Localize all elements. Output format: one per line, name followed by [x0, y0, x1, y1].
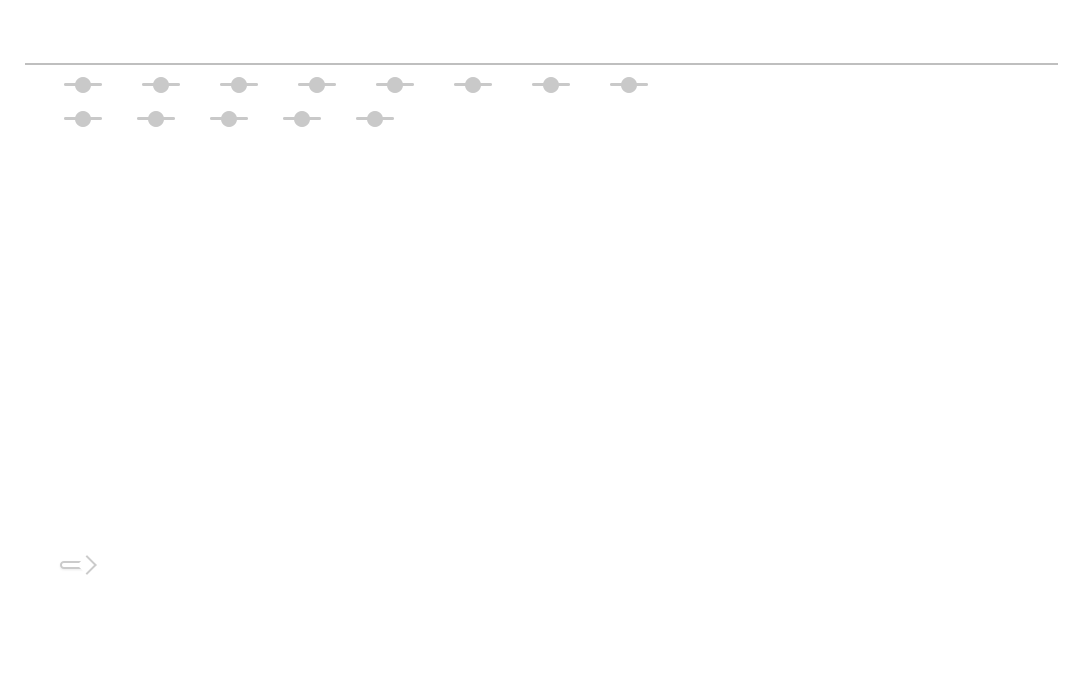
line-circle-marker-icon	[220, 76, 258, 93]
line-circle-marker-icon	[298, 76, 336, 93]
legend-item-max-2015-2023[interactable]	[210, 110, 255, 127]
line-circle-marker-icon	[454, 76, 492, 93]
legend-item-2016[interactable]	[142, 76, 187, 93]
legend-item-2024[interactable]	[137, 110, 182, 127]
legend-item-2017[interactable]	[220, 76, 265, 93]
legend-row-years	[64, 76, 655, 93]
legend-item-min-2015-2023[interactable]	[283, 110, 328, 127]
legend-item-2019[interactable]	[376, 76, 421, 93]
line-circle-marker-icon	[376, 76, 414, 93]
legend-item-2015[interactable]	[64, 76, 109, 93]
title-divider	[25, 63, 1058, 65]
legend-item-mean-2015-2023[interactable]	[356, 110, 401, 127]
legend-item-2020[interactable]	[454, 76, 499, 93]
last-value-badge	[60, 561, 88, 569]
line-circle-marker-icon	[283, 110, 321, 127]
line-circle-marker-icon	[356, 110, 394, 127]
line-circle-marker-icon	[532, 76, 570, 93]
line-circle-marker-icon	[64, 110, 102, 127]
line-circle-marker-icon	[610, 76, 648, 93]
legend-item-2021[interactable]	[532, 76, 577, 93]
legend-row-series	[64, 110, 401, 127]
legend-item-2018[interactable]	[298, 76, 343, 93]
legend-item-2022[interactable]	[610, 76, 655, 93]
line-circle-marker-icon	[137, 110, 175, 127]
line-circle-marker-icon	[142, 76, 180, 93]
legend-item-2023[interactable]	[64, 110, 109, 127]
line-circle-marker-icon	[210, 110, 248, 127]
line-circle-marker-icon	[64, 76, 102, 93]
